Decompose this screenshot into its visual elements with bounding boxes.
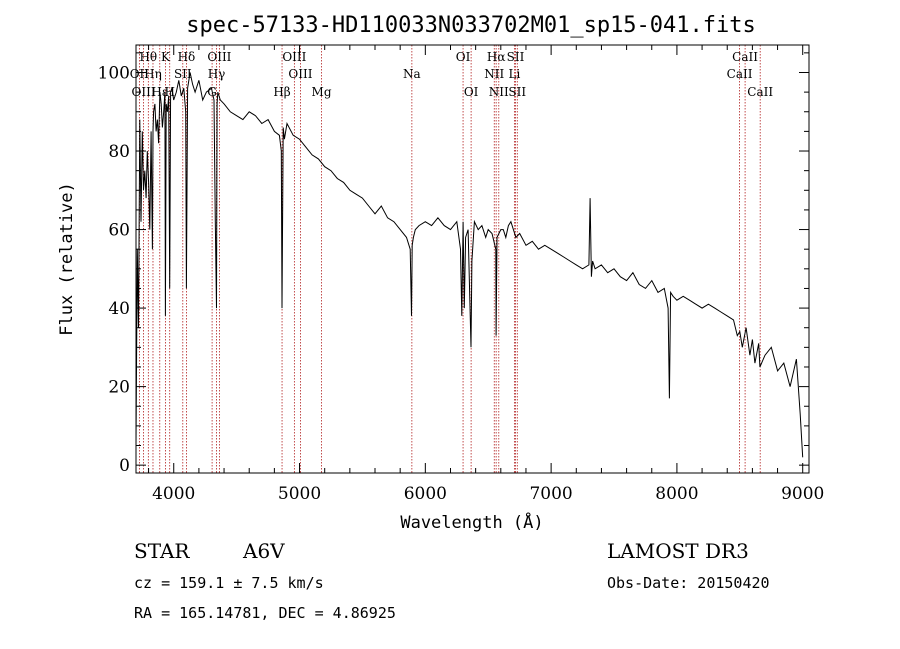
spectral-line-label: Hγ [208, 67, 226, 81]
spectral-line-label: OI [456, 50, 471, 64]
redshift-cz: cz = 159.1 ± 7.5 km/s [134, 574, 324, 592]
survey-name: LAMOST DR3 [607, 539, 749, 563]
spectral-line-label: SII [508, 85, 526, 99]
y-tick-label: 0 [119, 456, 130, 476]
chart-title: spec-57133-HD110033N033702M01_sp15-041.f… [186, 13, 756, 38]
x-tick-label: 5000 [278, 484, 321, 504]
spectral-line-label: NII [489, 85, 509, 99]
x-tick-label: 4000 [152, 484, 195, 504]
y-tick-label: 20 [108, 378, 130, 398]
spectral-line-label: OIII [207, 50, 231, 64]
spectral-line-label: OIII [132, 85, 156, 99]
x-tick-label: 8000 [655, 484, 698, 504]
y-tick-label: 60 [108, 221, 130, 241]
spectral-line-label: G [207, 85, 217, 99]
y-tick-label: 40 [108, 299, 130, 319]
spectrum-series-line [135, 72, 804, 458]
spectral-line-label: SII [507, 50, 525, 64]
spectral-line-label: CaII [732, 50, 758, 64]
spectral-line-label: Hα [487, 50, 506, 64]
spectral-line-label: OII [130, 67, 150, 81]
spectral-line-label: OIII [282, 50, 306, 64]
spectral-line-label: OIII [288, 67, 312, 81]
spectral-line-label: K [161, 50, 171, 64]
object-class: STAR [134, 539, 190, 563]
spectral-line-label: CaII [727, 67, 753, 81]
spectral-line-label: Hθ [139, 50, 157, 64]
x-axis-label: Wavelength (Å) [400, 511, 543, 533]
spectral-line-label: Li [508, 67, 520, 81]
obs-date: Obs-Date: 20150420 [607, 574, 770, 592]
spectral-line-label: H [164, 85, 174, 99]
spectral-line-label: Hε [151, 85, 168, 99]
x-tick-label: 9000 [781, 484, 824, 504]
spectral-line-label: NII [484, 67, 504, 81]
axis-ticks: 4000 5000 6000 7000 8000 9000 0 20 40 60 80 100 [98, 45, 824, 504]
spectral-line-label: Hβ [273, 85, 290, 99]
y-axis-label: Flux (relative) [57, 182, 77, 336]
x-tick-label: 7000 [529, 484, 572, 504]
spectral-line-label: Mg [312, 85, 332, 99]
spectral-line-label: SII [174, 67, 192, 81]
spectral-line-label: OI [464, 85, 479, 99]
y-tick-label: 80 [108, 142, 130, 162]
spectral-line-markers [138, 45, 761, 473]
spectral-line-label: Na [403, 67, 421, 81]
x-tick-label: 6000 [404, 484, 447, 504]
spectral-line-label: CaII [747, 85, 773, 99]
plot-frame [135, 44, 810, 474]
coordinates: RA = 165.14781, DEC = 4.86925 [134, 604, 396, 622]
spectral-line-label: Hδ [178, 50, 196, 64]
object-subclass: A6V [243, 539, 285, 563]
spectral-line-label: Hη [144, 67, 162, 81]
y-tick-label: 100 [98, 63, 130, 83]
